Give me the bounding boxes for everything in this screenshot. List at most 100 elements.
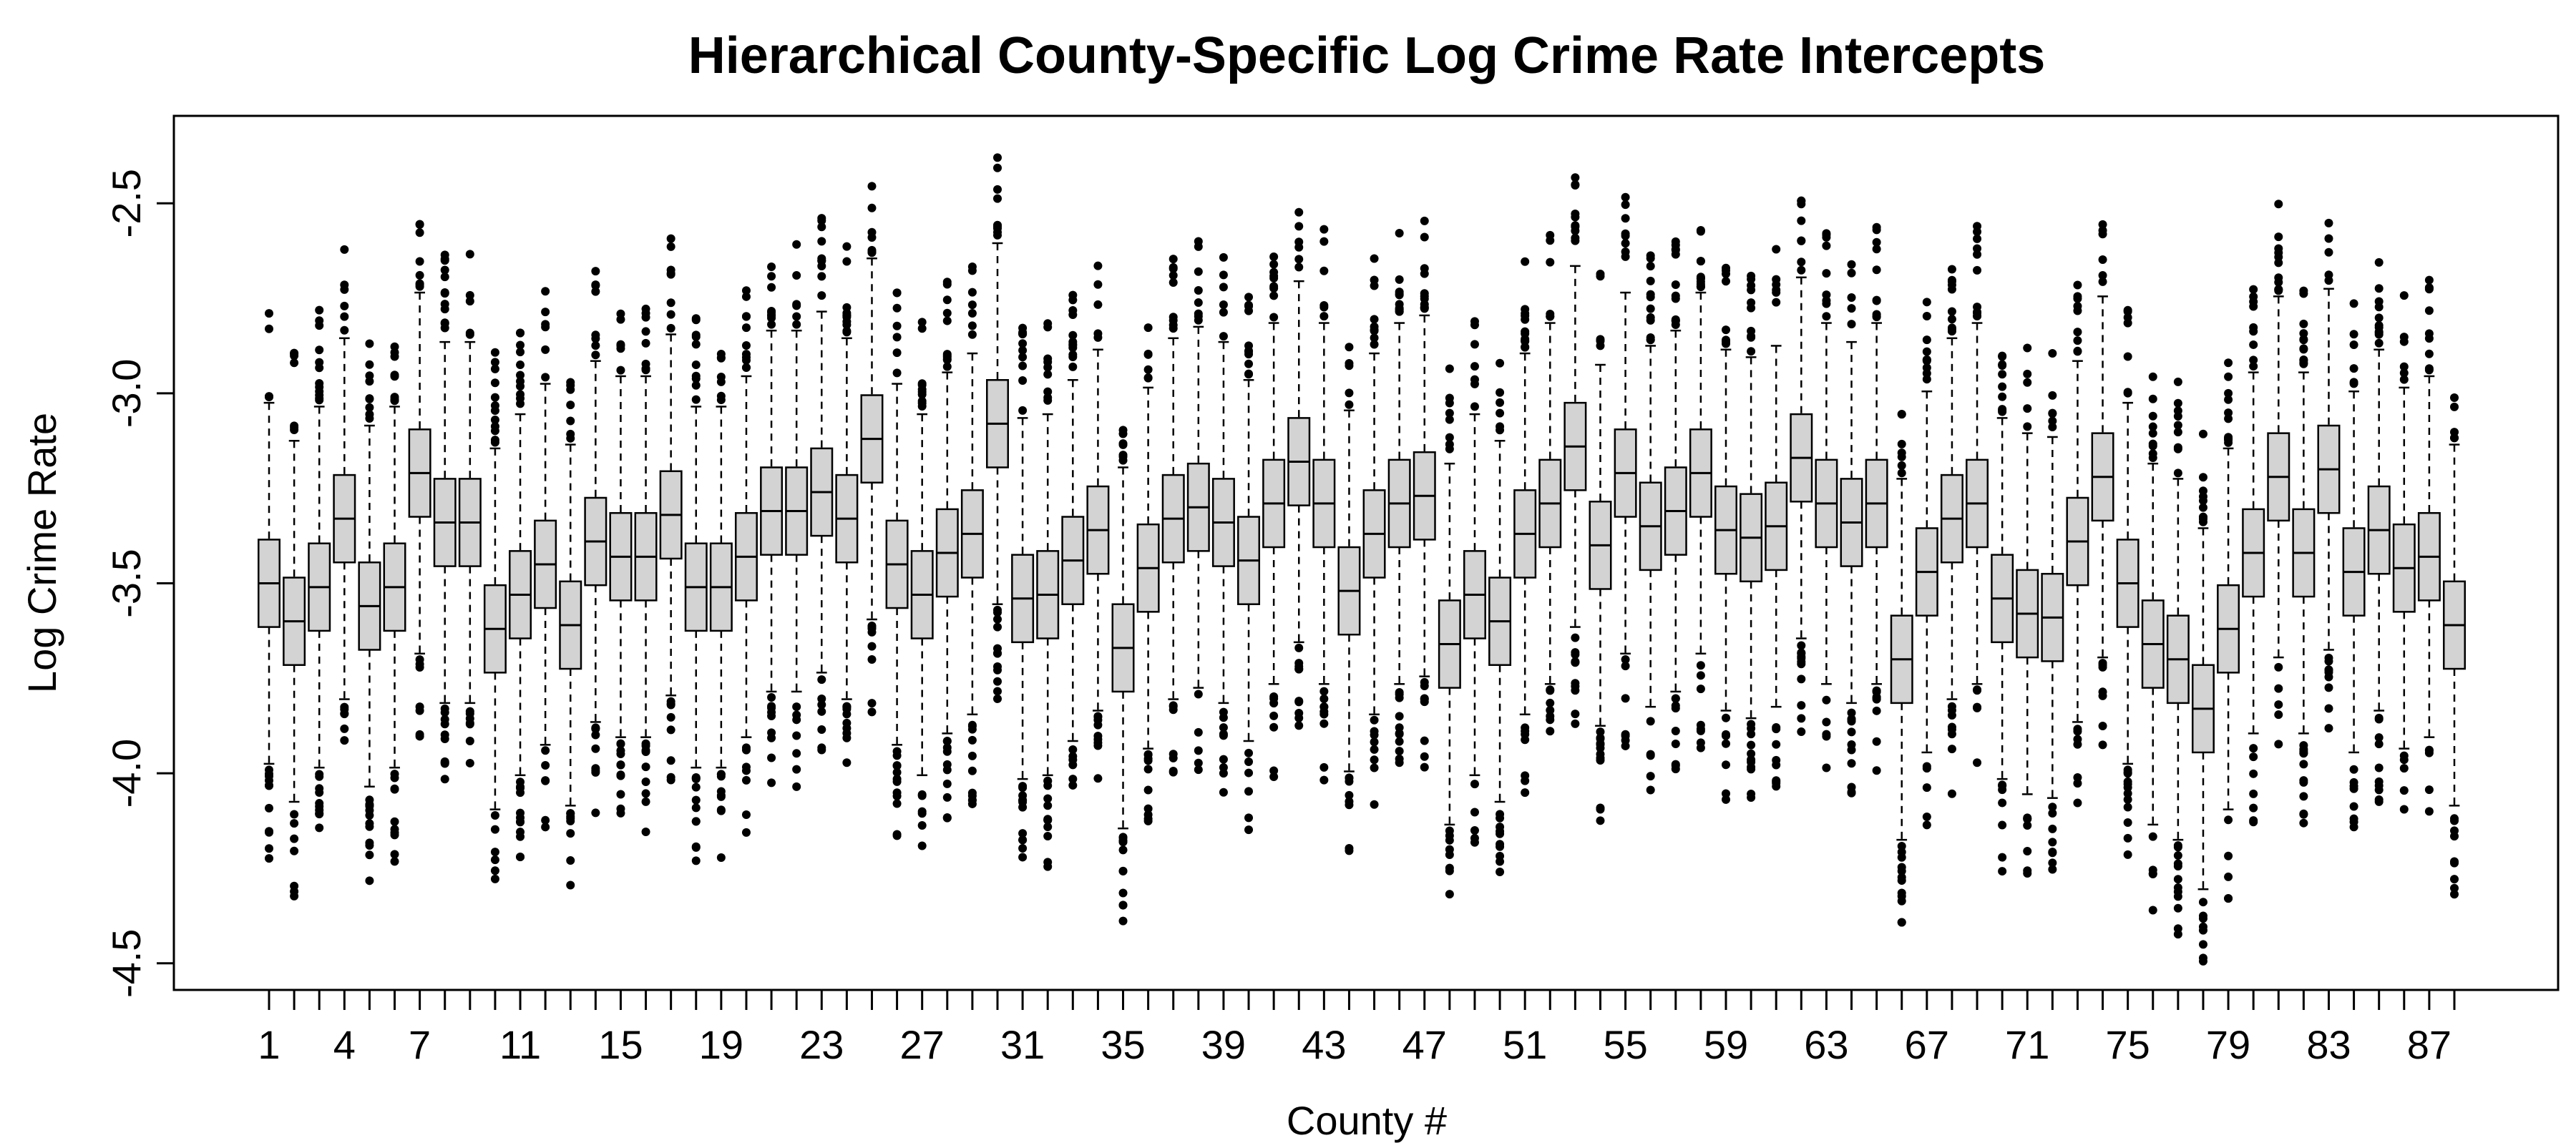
outlier-point bbox=[591, 287, 600, 296]
county-box-26 bbox=[885, 288, 909, 840]
outlier-point bbox=[1043, 794, 1053, 803]
outlier-point bbox=[2098, 270, 2107, 280]
outlier-point bbox=[1068, 760, 1078, 770]
county-box-59 bbox=[1714, 263, 1737, 804]
outlier-point bbox=[867, 627, 877, 637]
outlier-point bbox=[2173, 851, 2182, 860]
outlier-point bbox=[616, 770, 625, 780]
outlier-point bbox=[616, 366, 625, 375]
outlier-point bbox=[365, 403, 374, 412]
outlier-point bbox=[2224, 815, 2233, 825]
outlier-point bbox=[2349, 782, 2358, 791]
outlier-point bbox=[1244, 302, 1254, 311]
outlier-point bbox=[1571, 686, 1580, 695]
outlier-point bbox=[2224, 872, 2233, 881]
outlier-point bbox=[1445, 835, 1454, 845]
outlier-point bbox=[315, 363, 324, 373]
outlier-point bbox=[516, 328, 525, 338]
outlier-point bbox=[2198, 914, 2207, 923]
outlier-point bbox=[2023, 821, 2032, 830]
outlier-point bbox=[993, 614, 1002, 624]
outlier-point bbox=[1068, 350, 1078, 359]
outlier-point bbox=[967, 791, 977, 800]
outlier-point bbox=[440, 265, 449, 275]
outlier-point bbox=[516, 360, 525, 370]
outlier-point bbox=[1395, 729, 1404, 738]
outlier-point bbox=[2349, 299, 2358, 308]
outlier-point bbox=[993, 622, 1002, 632]
outlier-point bbox=[1470, 362, 1479, 371]
outlier-point bbox=[1068, 340, 1078, 350]
outlier-point bbox=[2148, 832, 2157, 841]
outlier-point bbox=[390, 395, 399, 404]
outlier-point bbox=[591, 744, 600, 753]
outlier-point bbox=[641, 313, 650, 322]
outlier-point bbox=[817, 272, 826, 281]
outlier-point bbox=[2274, 662, 2283, 672]
outlier-point bbox=[265, 392, 273, 401]
outlier-point bbox=[1998, 360, 2007, 369]
outlier-point bbox=[2173, 421, 2182, 430]
outlier-point bbox=[2249, 355, 2258, 365]
outlier-point bbox=[1772, 782, 1781, 791]
outlier-point bbox=[1093, 774, 1103, 783]
county-box-80 bbox=[2242, 285, 2265, 827]
outlier-point bbox=[2374, 297, 2384, 306]
county-box-11 bbox=[509, 328, 532, 862]
outlier-point bbox=[691, 381, 701, 390]
outlier-point bbox=[1747, 765, 1756, 774]
outlier-point bbox=[1269, 772, 1279, 781]
county-box-78 bbox=[2191, 429, 2215, 966]
outlier-point bbox=[1797, 714, 1806, 723]
outlier-point bbox=[1722, 339, 1730, 348]
outlier-point bbox=[1973, 686, 1982, 695]
outlier-point bbox=[1847, 268, 1856, 278]
outlier-point bbox=[817, 237, 826, 246]
outlier-point bbox=[942, 793, 952, 802]
county-box-4 bbox=[333, 245, 356, 745]
outlier-point bbox=[1998, 406, 2007, 415]
outlier-point bbox=[1973, 265, 1982, 275]
outlier-point bbox=[390, 348, 399, 357]
outlier-point bbox=[993, 222, 1002, 231]
outlier-point bbox=[842, 702, 852, 711]
outlier-point bbox=[666, 699, 675, 708]
outlier-point bbox=[516, 340, 525, 350]
outlier-point bbox=[666, 756, 675, 765]
outlier-point bbox=[1319, 687, 1329, 696]
outlier-point bbox=[1194, 746, 1203, 755]
county-box-51 bbox=[1513, 257, 1537, 798]
outlier-point bbox=[1370, 745, 1379, 754]
outlier-point bbox=[1973, 244, 1982, 253]
outlier-point bbox=[2249, 752, 2258, 762]
outlier-point bbox=[1219, 723, 1228, 732]
outlier-point bbox=[265, 854, 273, 863]
outlier-point bbox=[1847, 304, 1856, 313]
outlier-point bbox=[490, 364, 499, 373]
county-box-73 bbox=[2066, 280, 2089, 808]
outlier-point bbox=[1797, 727, 1806, 737]
outlier-point bbox=[2399, 786, 2409, 795]
outlier-point bbox=[2224, 395, 2233, 404]
county-box-8 bbox=[433, 250, 457, 784]
outlier-point bbox=[2073, 727, 2082, 736]
outlier-point bbox=[1872, 737, 1881, 746]
outlier-point bbox=[490, 866, 499, 875]
outlier-point bbox=[1043, 832, 1053, 841]
outlier-point bbox=[1722, 269, 1730, 278]
outlier-point bbox=[265, 781, 273, 790]
outlier-point bbox=[741, 828, 751, 837]
outlier-point bbox=[390, 784, 399, 793]
outlier-point bbox=[1872, 706, 1881, 715]
outlier-point bbox=[1747, 740, 1756, 750]
outlier-point bbox=[2123, 818, 2132, 827]
outlier-point bbox=[440, 708, 449, 717]
outlier-point bbox=[516, 394, 525, 403]
outlier-point bbox=[942, 779, 952, 788]
outlier-point bbox=[2324, 218, 2333, 227]
outlier-point bbox=[1470, 808, 1479, 817]
outlier-point bbox=[917, 841, 927, 850]
outlier-point bbox=[1671, 280, 1680, 290]
outlier-point bbox=[1018, 376, 1028, 385]
outlier-point bbox=[465, 250, 474, 259]
